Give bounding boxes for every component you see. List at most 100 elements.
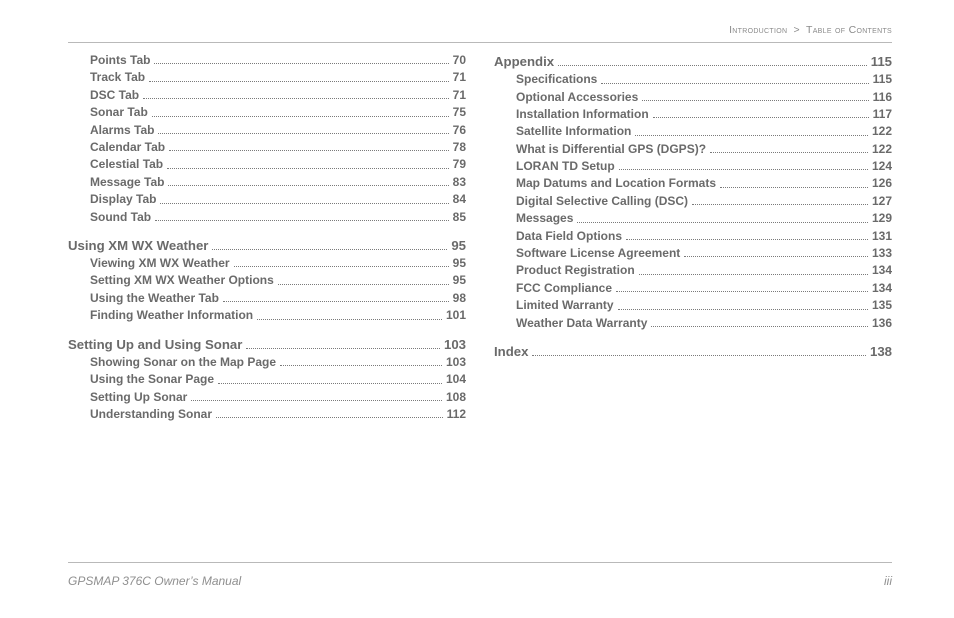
toc-entry[interactable]: Setting Up Sonar108	[68, 389, 466, 406]
toc-entry-title: Setting XM WX Weather Options	[90, 272, 274, 289]
toc-entry[interactable]: Message Tab83	[68, 174, 466, 191]
toc-entry-title: Alarms Tab	[90, 122, 154, 139]
toc-entry-page: 134	[872, 262, 892, 279]
toc-entry[interactable]: Weather Data Warranty136	[494, 315, 892, 332]
toc-entry[interactable]: Map Datums and Location Formats126	[494, 175, 892, 192]
toc-sub-entry: Viewing XM WX Weather95	[68, 255, 466, 272]
toc-entry-title: Digital Selective Calling (DSC)	[516, 193, 688, 210]
toc-entry[interactable]: Setting XM WX Weather Options95	[68, 272, 466, 289]
toc-entry[interactable]: Sound Tab85	[68, 209, 466, 226]
toc-entry[interactable]: Index138	[494, 342, 892, 361]
toc-sub-entry: Weather Data Warranty136	[494, 315, 892, 332]
toc-entry-page: 117	[873, 106, 892, 123]
toc-entry-title: Product Registration	[516, 262, 635, 279]
toc-entry[interactable]: Data Field Options131	[494, 228, 892, 245]
toc-leader-dots	[152, 116, 449, 117]
toc-entry[interactable]: What is Differential GPS (DGPS)?122	[494, 141, 892, 158]
toc-entry-title: Map Datums and Location Formats	[516, 175, 716, 192]
toc-entry[interactable]: Celestial Tab79	[68, 156, 466, 173]
toc-entry-title: Weather Data Warranty	[516, 315, 647, 332]
toc-leader-dots	[278, 284, 449, 285]
toc-entry[interactable]: Setting Up and Using Sonar103	[68, 335, 466, 354]
toc-entry-title: Messages	[516, 210, 573, 227]
toc-leader-dots	[619, 169, 868, 170]
toc-leader-dots	[158, 133, 448, 134]
toc-entry-page: 70	[453, 52, 466, 69]
toc-entry-page: 101	[446, 307, 466, 324]
toc-entry[interactable]: Messages 129	[494, 210, 892, 227]
toc-entry[interactable]: Alarms Tab76	[68, 122, 466, 139]
toc-entry-page: 71	[453, 69, 466, 86]
toc-entry[interactable]: Installation Information117	[494, 106, 892, 123]
toc-entry-title: Optional Accessories	[516, 89, 638, 106]
toc-entry-title: Using the Sonar Page	[90, 371, 214, 388]
toc-leader-dots	[642, 100, 868, 101]
toc-entry[interactable]: Calendar Tab78	[68, 139, 466, 156]
toc-sub-entry: Display Tab84	[68, 191, 466, 208]
toc-entry[interactable]: Specifications115	[494, 71, 892, 88]
toc-entry-page: 95	[453, 255, 466, 272]
toc-entry[interactable]: Viewing XM WX Weather95	[68, 255, 466, 272]
toc-entry-page: 95	[451, 236, 466, 255]
toc-leader-dots	[154, 63, 448, 64]
toc-entry-page: 79	[453, 156, 466, 173]
toc-entry-page: 116	[873, 89, 892, 106]
toc-leader-dots	[218, 383, 442, 384]
toc-leader-dots	[257, 319, 442, 320]
toc-entry[interactable]: Display Tab84	[68, 191, 466, 208]
toc-entry[interactable]: Using the Sonar Page104	[68, 371, 466, 388]
toc-entry-page: 131	[872, 228, 892, 245]
toc-leader-dots	[149, 81, 449, 82]
toc-leader-dots	[601, 83, 868, 84]
toc-entry[interactable]: Points Tab70	[68, 52, 466, 69]
toc-entry-page: 133	[872, 245, 892, 262]
toc-entry[interactable]: Satellite Information122	[494, 123, 892, 140]
toc-leader-dots	[635, 135, 868, 136]
toc-entry-title: Appendix	[494, 52, 554, 71]
toc-entry[interactable]: Understanding Sonar112	[68, 406, 466, 423]
footer-manual-title: GPSMAP 376C Owner’s Manual	[68, 574, 241, 588]
toc-entry[interactable]: Showing Sonar on the Map Page103	[68, 354, 466, 371]
toc-entry-page: 75	[453, 104, 466, 121]
toc-entry[interactable]: Track Tab 71	[68, 69, 466, 86]
toc-entry-page: 85	[453, 209, 466, 226]
toc-entry-title: Using the Weather Tab	[90, 290, 219, 307]
toc-sub-entry: Celestial Tab79	[68, 156, 466, 173]
toc-section-entry: Index138	[494, 342, 892, 361]
toc-sub-entry: Satellite Information122	[494, 123, 892, 140]
toc-entry[interactable]: Sonar Tab75	[68, 104, 466, 121]
toc-entry[interactable]: Using XM WX Weather 95	[68, 236, 466, 255]
toc-entry[interactable]: Digital Selective Calling (DSC)127	[494, 193, 892, 210]
toc-entry-title: Setting Up and Using Sonar	[68, 335, 242, 354]
toc-entry[interactable]: Product Registration 134	[494, 262, 892, 279]
toc-entry-title: Finding Weather Information	[90, 307, 253, 324]
toc-leader-dots	[684, 256, 868, 257]
toc-leader-dots	[532, 355, 866, 356]
breadcrumb-part-introduction: Introduction	[729, 24, 787, 36]
toc-entry-title: Using XM WX Weather	[68, 236, 208, 255]
toc-sub-entry: Finding Weather Information 101	[68, 307, 466, 324]
toc-entry[interactable]: FCC Compliance134	[494, 280, 892, 297]
toc-entry-page: 129	[872, 210, 892, 227]
toc-entry[interactable]: Limited Warranty135	[494, 297, 892, 314]
toc-entry[interactable]: Software License Agreement133	[494, 245, 892, 262]
toc-entry-title: Track Tab	[90, 69, 145, 86]
toc-entry[interactable]: Using the Weather Tab98	[68, 290, 466, 307]
toc-sub-entry: Software License Agreement133	[494, 245, 892, 262]
toc-group: Points Tab70Track Tab 71DSC Tab71Sonar Ta…	[68, 52, 466, 226]
toc-entry[interactable]: LORAN TD Setup124	[494, 158, 892, 175]
toc-leader-dots	[143, 98, 449, 99]
toc-entry-title: Setting Up Sonar	[90, 389, 187, 406]
toc-entry[interactable]: DSC Tab71	[68, 87, 466, 104]
toc-sub-entry: Understanding Sonar112	[68, 406, 466, 423]
toc-entry[interactable]: Optional Accessories 116	[494, 89, 892, 106]
toc-leader-dots	[710, 152, 868, 153]
page-footer: GPSMAP 376C Owner’s Manual iii	[68, 574, 892, 588]
toc-entry[interactable]: Appendix115	[494, 52, 892, 71]
toc-sub-entry: Optional Accessories 116	[494, 89, 892, 106]
toc-entry-title: Satellite Information	[516, 123, 631, 140]
toc-entry-title: Calendar Tab	[90, 139, 165, 156]
toc-leader-dots	[280, 365, 442, 366]
toc-entry[interactable]: Finding Weather Information 101	[68, 307, 466, 324]
toc-sub-entry: Map Datums and Location Formats126	[494, 175, 892, 192]
